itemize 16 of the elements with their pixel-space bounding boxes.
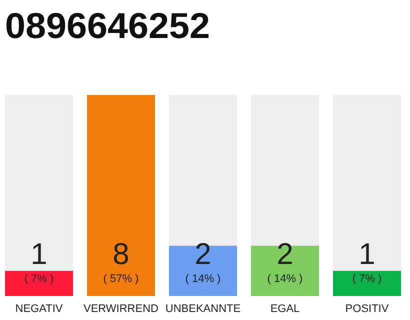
data-label: 1	[358, 238, 376, 271]
annotation: ( 7% )	[352, 273, 382, 285]
annotation: ( 57% )	[103, 273, 139, 285]
x-tick-label: POSITIV	[345, 303, 390, 315]
x-tick-label: UNBEKANNTE	[165, 303, 241, 315]
annotation: ( 7% )	[24, 273, 54, 285]
data-label: 2	[276, 238, 294, 271]
data-label: 1	[30, 238, 48, 271]
data-label: 2	[194, 238, 212, 271]
annotation: ( 14% )	[185, 273, 221, 285]
x-tick-label: NEGATIV	[15, 303, 64, 315]
chart-title: 0896646252	[5, 5, 210, 46]
x-tick-label: EGAL	[270, 303, 300, 315]
annotation: ( 14% )	[267, 273, 303, 285]
data-label: 8	[112, 238, 130, 271]
x-tick-label: VERWIRREND	[84, 303, 159, 315]
